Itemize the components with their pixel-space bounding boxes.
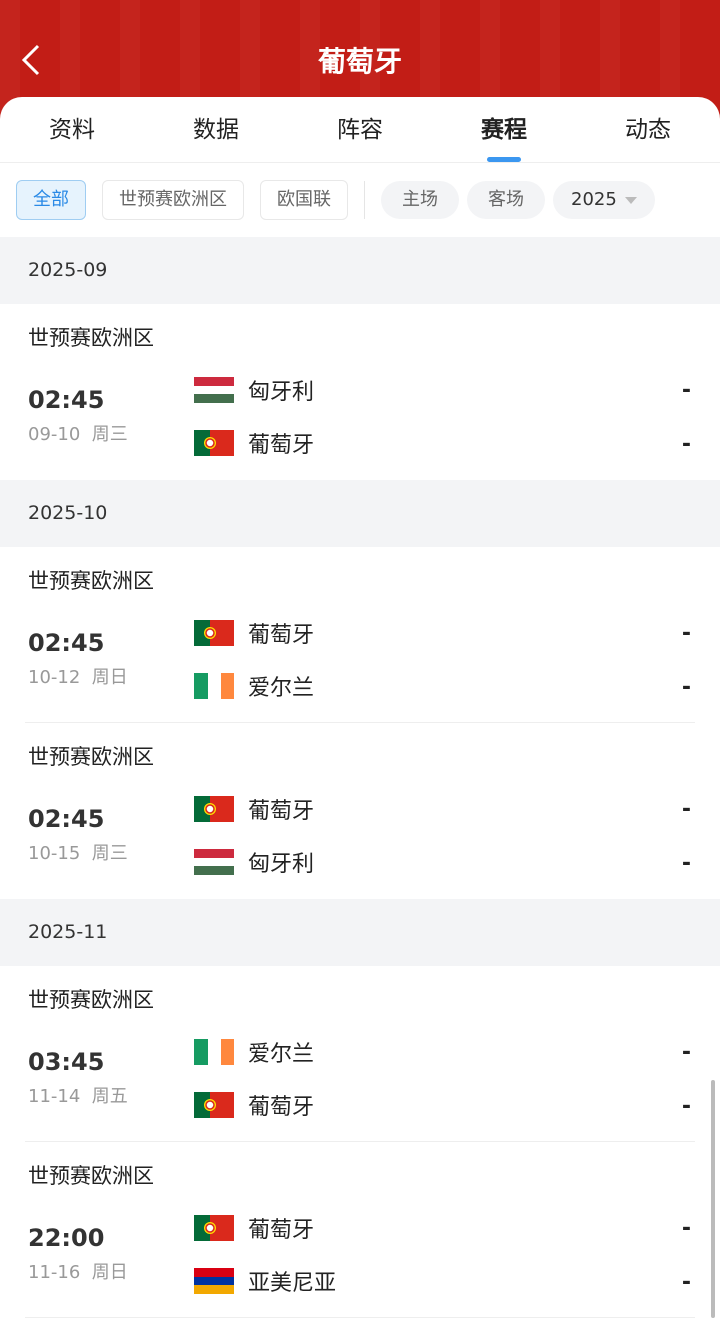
match-row[interactable]: 世预赛欧洲区 22:00 11-16 周日 葡萄牙 亚美尼亚 - -: [25, 1142, 695, 1318]
date: 10-15: [28, 843, 81, 864]
home-score: -: [681, 378, 691, 403]
away-team[interactable]: 亚美尼亚: [194, 1267, 337, 1296]
year-value: 2025: [571, 189, 617, 210]
league-name: 世预赛欧洲区: [28, 745, 154, 769]
date: 11-14: [28, 1086, 81, 1107]
tab-schedule[interactable]: 赛程: [432, 97, 576, 162]
tab-bar: 资料 数据 阵容 赛程 动态: [0, 97, 720, 163]
ireland-flag-icon: [194, 1039, 234, 1065]
away-team[interactable]: 匈牙利: [194, 848, 315, 877]
month-header: 2025-11: [0, 899, 720, 966]
weekday: 周五: [91, 1086, 128, 1107]
filter-nations-league[interactable]: 欧国联: [260, 180, 348, 220]
hungary-flag-icon: [194, 377, 234, 403]
weekday: 周三: [91, 424, 128, 445]
kickoff-time: 02:45: [28, 386, 105, 414]
divider: [364, 181, 365, 219]
portugal-flag-icon: [194, 1215, 234, 1241]
home-score: -: [681, 797, 691, 822]
away-score: -: [681, 432, 691, 457]
team-name: 葡萄牙: [248, 799, 315, 824]
scrollbar[interactable]: [711, 1080, 715, 1318]
kickoff-time: 22:00: [28, 1224, 105, 1252]
team-name: 爱尔兰: [248, 1042, 315, 1067]
month-header: 2025-10: [0, 480, 720, 547]
match-date: 11-14 周五: [28, 1082, 128, 1108]
away-team[interactable]: 爱尔兰: [194, 672, 315, 701]
filter-away[interactable]: 客场: [467, 181, 545, 219]
team-name: 匈牙利: [248, 380, 315, 405]
home-team[interactable]: 匈牙利: [194, 376, 315, 405]
match-list[interactable]: 2025-09 世预赛欧洲区 02:45 09-10 周三 匈牙利 葡萄牙 - …: [0, 237, 720, 1318]
chevron-left-icon[interactable]: [18, 42, 44, 78]
kickoff-time: 02:45: [28, 629, 105, 657]
match-row[interactable]: 世预赛欧洲区 03:45 11-14 周五 爱尔兰 葡萄牙 - -: [25, 966, 695, 1142]
armenia-flag-icon: [194, 1268, 234, 1294]
home-team[interactable]: 葡萄牙: [194, 795, 315, 824]
filter-bar: 全部 世预赛欧洲区 欧国联 主场 客场 2025: [0, 163, 720, 237]
away-team[interactable]: 葡萄牙: [194, 1091, 315, 1120]
content-card: 资料 数据 阵容 赛程 动态 全部 世预赛欧洲区 欧国联 主场 客场 2025 …: [0, 97, 720, 1318]
date: 11-16: [28, 1262, 81, 1283]
match-row[interactable]: 世预赛欧洲区 02:45 09-10 周三 匈牙利 葡萄牙 - -: [25, 304, 695, 480]
away-score: -: [681, 1094, 691, 1119]
match-date: 11-16 周日: [28, 1258, 128, 1284]
league-name: 世预赛欧洲区: [28, 326, 154, 350]
tab-stats[interactable]: 数据: [193, 117, 239, 143]
home-score: -: [681, 1040, 691, 1065]
kickoff-time: 02:45: [28, 805, 105, 833]
team-name: 葡萄牙: [248, 1095, 315, 1120]
weekday: 周日: [91, 1262, 128, 1283]
team-name: 葡萄牙: [248, 1218, 315, 1243]
portugal-flag-icon: [194, 430, 234, 456]
portugal-flag-icon: [194, 620, 234, 646]
match-date: 10-12 周日: [28, 663, 128, 689]
date: 10-12: [28, 667, 81, 688]
weekday: 周三: [91, 843, 128, 864]
away-score: -: [681, 1270, 691, 1295]
team-name: 葡萄牙: [248, 433, 315, 458]
team-name: 爱尔兰: [248, 676, 315, 701]
match-date: 09-10 周三: [28, 420, 128, 446]
caret-down-icon: [624, 196, 637, 204]
match-row[interactable]: 世预赛欧洲区 02:45 10-12 周日 葡萄牙 爱尔兰 - -: [25, 547, 695, 723]
hungary-flag-icon: [194, 849, 234, 875]
kickoff-time: 03:45: [28, 1048, 105, 1076]
filter-wcq-europe[interactable]: 世预赛欧洲区: [102, 180, 244, 220]
league-name: 世预赛欧洲区: [28, 569, 154, 593]
weekday: 周日: [91, 667, 128, 688]
year-select[interactable]: 2025: [553, 181, 655, 219]
away-score: -: [681, 675, 691, 700]
tab-lineup[interactable]: 阵容: [337, 117, 383, 143]
match-date: 10-15 周三: [28, 839, 128, 865]
home-score: -: [681, 621, 691, 646]
away-team[interactable]: 葡萄牙: [194, 429, 315, 458]
date: 09-10: [28, 424, 81, 445]
league-name: 世预赛欧洲区: [28, 1164, 154, 1188]
home-team[interactable]: 葡萄牙: [194, 1214, 315, 1243]
team-name: 亚美尼亚: [248, 1271, 337, 1296]
filter-home[interactable]: 主场: [381, 181, 459, 219]
portugal-flag-icon: [194, 796, 234, 822]
home-team[interactable]: 葡萄牙: [194, 619, 315, 648]
away-score: -: [681, 851, 691, 876]
portugal-flag-icon: [194, 1092, 234, 1118]
page-title: 葡萄牙: [317, 45, 402, 78]
league-name: 世预赛欧洲区: [28, 988, 154, 1012]
team-name: 匈牙利: [248, 852, 315, 877]
month-header: 2025-09: [0, 237, 720, 304]
home-team[interactable]: 爱尔兰: [194, 1038, 315, 1067]
ireland-flag-icon: [194, 673, 234, 699]
tab-profile[interactable]: 资料: [49, 117, 95, 143]
tab-news[interactable]: 动态: [625, 117, 671, 143]
match-row[interactable]: 世预赛欧洲区 02:45 10-15 周三 葡萄牙 匈牙利 - -: [25, 723, 695, 899]
filter-all[interactable]: 全部: [16, 180, 86, 220]
home-score: -: [681, 1216, 691, 1241]
team-name: 葡萄牙: [248, 623, 315, 648]
